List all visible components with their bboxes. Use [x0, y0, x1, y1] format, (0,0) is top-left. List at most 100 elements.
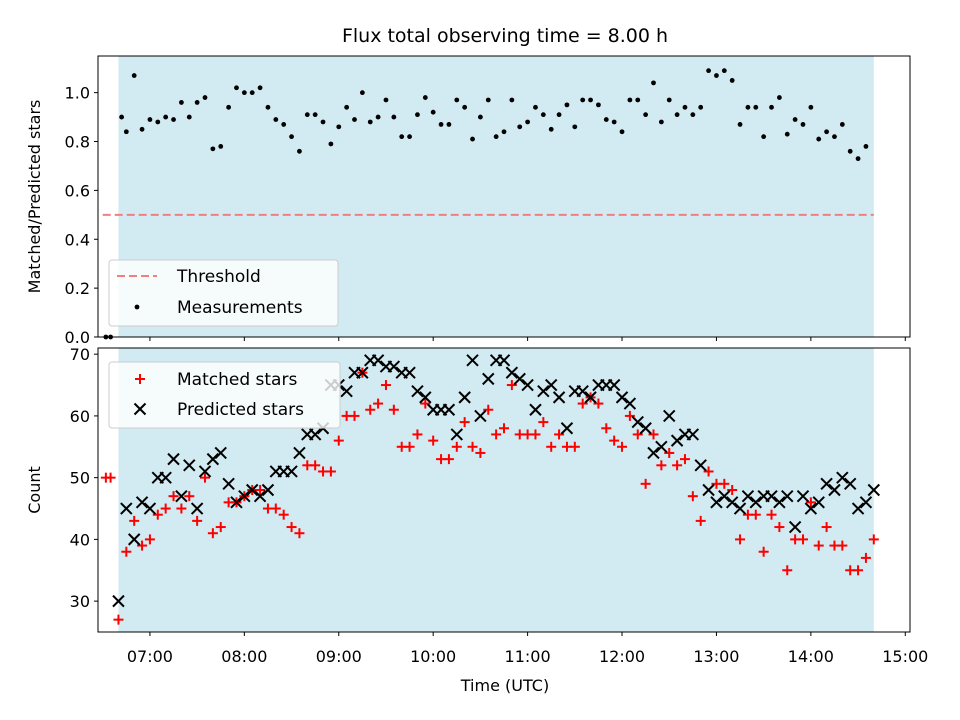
measurement-point [383, 97, 389, 103]
matched-star-point [805, 497, 816, 508]
measurement-point [855, 156, 861, 162]
predicted-star-point [127, 533, 141, 546]
matched-star-point [373, 398, 384, 409]
predicted-star-point [773, 496, 786, 509]
measurement-point [784, 131, 790, 137]
count-y-axis-label: Count [25, 466, 44, 514]
predicted-star-point [733, 502, 747, 515]
predicted-star-point [796, 489, 810, 503]
legend-measurements-label: Measurements [177, 298, 303, 318]
matched-star-point [797, 534, 808, 545]
measurement-point [674, 112, 680, 118]
predicted-star-point [741, 489, 755, 503]
predicted-star-point [387, 360, 401, 373]
measurement-point [454, 97, 460, 103]
measurement-point [603, 117, 609, 122]
matched-star-point [860, 552, 871, 563]
matched-star-point [294, 528, 305, 539]
measurement-point [257, 85, 263, 91]
measurement-point [226, 104, 232, 110]
y-tick-label: 0.8 [65, 133, 90, 152]
measurement-point [580, 97, 586, 103]
y-tick-label: 0.4 [65, 230, 90, 249]
matched-star-point [144, 534, 155, 545]
y-tick-label: 0.6 [65, 181, 90, 200]
measurement-point [462, 104, 468, 110]
measurement-point [564, 102, 570, 108]
matched-star-point [113, 614, 124, 625]
measurement-point [218, 144, 224, 149]
measurement-point [163, 114, 169, 120]
x-tick-label: 11:00 [505, 647, 551, 666]
matched-star-point [325, 466, 336, 477]
measurement-point [446, 122, 452, 127]
predicted-star-point [828, 483, 841, 497]
x-tick-label: 08:00 [221, 647, 267, 666]
matched-star-point [286, 522, 297, 533]
legend-predicted-swatch [133, 402, 147, 416]
matched-star-point [758, 546, 769, 557]
measurement-point [241, 90, 247, 96]
predicted-star-point [670, 434, 684, 447]
measurement-point [706, 68, 711, 74]
predicted-star-point [781, 489, 794, 503]
measurement-point [839, 122, 845, 127]
measurement-point [769, 104, 774, 110]
matched-star-point [617, 441, 628, 452]
measurement-point [548, 126, 554, 132]
legend-measurements-swatch [134, 304, 140, 310]
count-legend: Matched stars Predicted stars [108, 361, 341, 429]
predicted-star-point [190, 502, 204, 515]
predicted-star-point [371, 354, 385, 367]
measurement-point [485, 97, 491, 103]
predicted-star-point [308, 428, 322, 441]
predicted-star-point [419, 391, 432, 404]
measurement-point [320, 119, 326, 125]
predicted-star-point [356, 366, 369, 379]
measurement-point [761, 134, 767, 140]
ratio-x-ticks [149, 337, 906, 341]
matched-star-point [168, 491, 179, 502]
matched-star-point [735, 534, 746, 545]
measurement-point [344, 104, 350, 110]
measurement-point [210, 146, 216, 152]
measurement-point [611, 119, 617, 125]
measurement-point [651, 80, 656, 86]
matched-star-point [687, 491, 698, 502]
measurement-point [658, 119, 664, 125]
measurement-point [493, 134, 499, 140]
measurement-point [682, 104, 688, 110]
predicted-star-point [647, 446, 660, 460]
y-tick-label: 70 [70, 345, 90, 364]
matched-star-point [530, 429, 541, 440]
predicted-star-point [607, 378, 621, 392]
matched-star-point [569, 441, 580, 452]
measurement-point [776, 95, 782, 100]
predicted-star-point [466, 354, 479, 367]
legend-threshold-label: Threshold [176, 267, 261, 287]
predicted-star-point [230, 496, 243, 509]
matched-star-point [632, 429, 643, 440]
ratio-panel: 0.0 0.2 0.4 0.6 0.8 1.0 Matched/Predicted sta… [25, 55, 911, 347]
measurement-point [517, 124, 523, 130]
measurement-point [407, 134, 412, 140]
measurement-point [415, 112, 420, 118]
predicted-star-point [175, 489, 188, 503]
x-tick-label: 12:00 [599, 647, 645, 666]
matched-star-point [648, 429, 659, 440]
predicted-star-point [843, 477, 857, 491]
measurement-point [139, 126, 145, 132]
measurement-point [123, 129, 129, 135]
matched-star-point [135, 374, 145, 384]
predicted-star-point [718, 489, 731, 503]
x-tick-label: 13:00 [693, 647, 739, 666]
predicted-star-point [663, 409, 676, 423]
predicted-star-point [725, 496, 739, 509]
x-axis-label: Time (UTC) [460, 676, 549, 695]
predicted-star-point [804, 502, 818, 515]
measurement-point [155, 119, 161, 125]
matched-star-point [601, 423, 612, 434]
matched-star-point [837, 540, 848, 551]
ratio-plot-frame [97, 55, 911, 338]
matched-star-point [577, 398, 588, 409]
